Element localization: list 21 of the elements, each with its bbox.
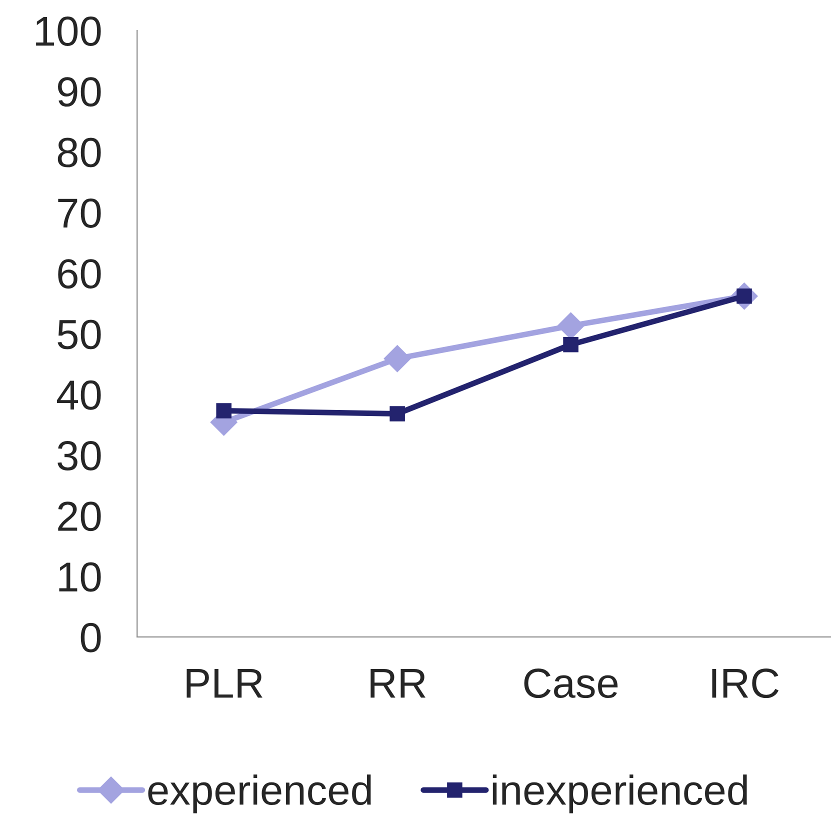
y-tick-label: 70 xyxy=(58,198,101,228)
x-tick-label: IRC xyxy=(712,668,779,698)
y-tick-label: 40 xyxy=(57,380,101,410)
legend-label: inexperienced xyxy=(492,774,747,814)
y-tick-label: 80 xyxy=(58,138,101,168)
point xyxy=(216,403,232,418)
y-tick-label: 10 xyxy=(59,562,101,592)
y-tick-label: 50 xyxy=(58,320,101,350)
y-tick-label: 100 xyxy=(36,16,101,46)
x-tick-label: RR xyxy=(370,668,426,698)
point xyxy=(390,406,405,422)
point xyxy=(563,336,578,352)
y-tick-label: 60 xyxy=(58,259,101,289)
y-tick-label: 0 xyxy=(80,622,101,652)
y-tick-label: 30 xyxy=(58,440,101,470)
point xyxy=(384,345,411,372)
x-tick-label: PLR xyxy=(186,668,262,698)
y-tick-label: 90 xyxy=(58,77,101,107)
x-tick-label: Case xyxy=(524,668,618,698)
legend-label: experienced xyxy=(148,774,371,814)
y-tick-label: 20 xyxy=(58,502,101,532)
